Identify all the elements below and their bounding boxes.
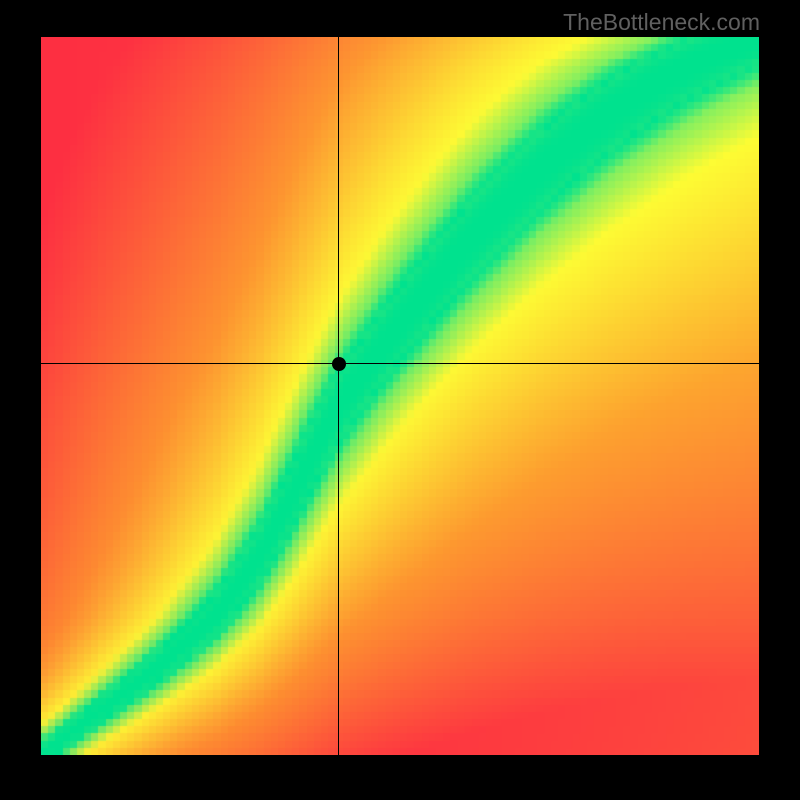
crosshair-vertical — [338, 37, 339, 755]
heatmap-canvas — [41, 37, 759, 755]
chart-container: TheBottleneck.com — [0, 0, 800, 800]
crosshair-marker — [332, 357, 346, 371]
watermark-text: TheBottleneck.com — [563, 9, 760, 36]
plot-area — [41, 37, 759, 755]
crosshair-horizontal — [41, 363, 759, 364]
